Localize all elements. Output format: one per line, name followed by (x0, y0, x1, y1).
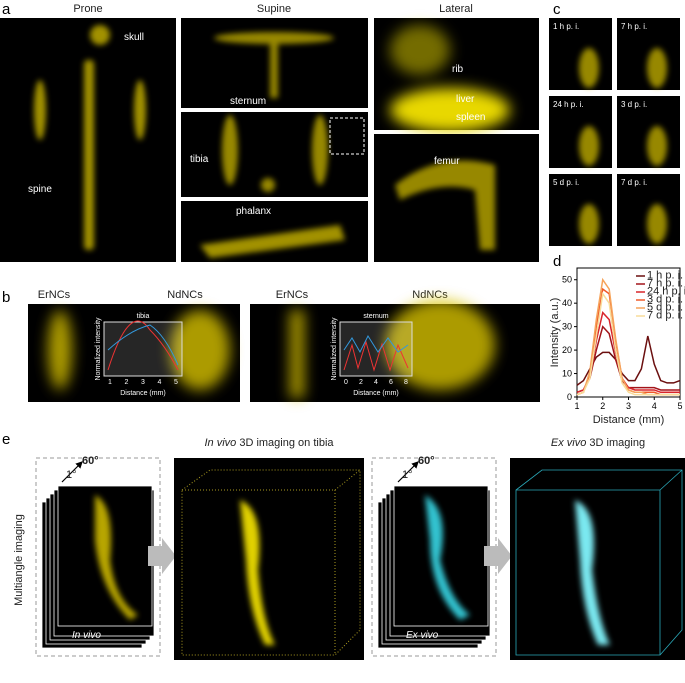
timepoint-label: 7 d p. i. (621, 178, 647, 187)
column-title: Lateral (439, 3, 473, 15)
anatomy-label: phalanx (236, 206, 271, 217)
inset-tick-label: 5 (174, 379, 178, 386)
angle-label: 1° (402, 469, 413, 481)
title-part: 3D imaging on tibia (236, 437, 334, 449)
y-tick-label: 0 (567, 392, 572, 402)
y-axis-label: Intensity (a.u.) (549, 298, 561, 368)
anatomy-label: tibia (190, 154, 209, 165)
legend-label: 7 d p. i. (647, 310, 683, 322)
x-tick-label: 5 (677, 401, 682, 411)
inset-tick-label: 1 (108, 379, 112, 386)
anatomy-label: spleen (456, 112, 485, 123)
panel-label: b (2, 289, 10, 306)
inset-tick-label: 3 (141, 379, 145, 386)
inset-tick-label: 4 (158, 379, 162, 386)
inset-x-label: Distance (mm) (353, 390, 399, 397)
stack-label: Ex vivo (406, 630, 439, 641)
anatomy-label: femur (434, 156, 460, 167)
glow (647, 126, 667, 166)
x-tick-label: 2 (600, 401, 605, 411)
y-tick-label: 50 (562, 275, 572, 285)
panel-title: In vivo 3D imaging on tibia (204, 437, 334, 449)
anatomy-label: spine (28, 184, 52, 195)
anatomy-label: sternum (230, 96, 266, 107)
title-part: In vivo (204, 437, 236, 449)
glow (579, 48, 599, 88)
line-chart: 0 10 20 30 40 50 1 2 3 4 5 Distance (mm) Intensity (… (549, 267, 685, 426)
title-part: 3D imaging (586, 437, 645, 449)
site-label: tibia (137, 313, 150, 320)
probe-label: NdNCs (167, 289, 203, 301)
timepoint-label: 5 d p. i. (553, 178, 579, 187)
anatomy-label: skull (124, 32, 144, 43)
inset-tick-label: 8 (404, 379, 408, 386)
timepoint-label: 7 h p. i. (621, 22, 647, 31)
legend-label: 5 d p. i. (647, 302, 683, 314)
inset-y-label: Normalized intensity (95, 317, 102, 381)
y-tick-label: 10 (562, 369, 572, 379)
inset-tick-label: 2 (359, 379, 363, 386)
angle-label: 1° (66, 469, 77, 481)
line (576, 291, 680, 396)
legend-label: 7 h p. i. (647, 278, 683, 290)
image-panels (0, 18, 539, 262)
timepoint-label: 24 h p. i. (553, 100, 584, 109)
panel-label: c (553, 1, 561, 18)
probe-label: ErNCs (38, 289, 71, 301)
image-panels (28, 300, 540, 402)
glow (647, 48, 667, 88)
column-title: Supine (257, 3, 291, 15)
inset-tick-label: 4 (374, 379, 378, 386)
site-label: sternum (363, 313, 388, 320)
inset-y-label: Normalized intensity (331, 317, 338, 381)
stack-panels (35, 457, 685, 660)
glow (579, 126, 599, 166)
stack-label: In vivo (72, 630, 101, 641)
timepoint-label: 3 d p. i. (621, 100, 647, 109)
inset-x-label: Distance (mm) (120, 390, 166, 397)
inset-ticks: 1 2 3 4 5 0 2 4 6 8 (108, 379, 408, 386)
probe-label: NdNCs (412, 289, 448, 301)
side-label: Multiangle imaging (13, 514, 25, 606)
legend-label: 1 h p. i. (647, 270, 683, 282)
y-tick-label: 20 (562, 345, 572, 355)
legend-label: 24 h p. i. (647, 286, 685, 298)
angle-label: 60° (82, 455, 99, 467)
panel-label: d (553, 253, 561, 270)
y-tick-label: 40 (562, 298, 572, 308)
y-tick-label: 30 (562, 322, 572, 332)
anatomy-label: liver (456, 94, 475, 105)
panel-label: e (2, 431, 10, 448)
timepoint-label: 1 h p. i. (553, 22, 579, 31)
glow (579, 204, 599, 244)
title-part: Ex vivo (551, 437, 586, 449)
timepoint-images: 1 h p. i. 7 h p. i. 24 h p. i. 3 d p. i. 5 d… (549, 18, 680, 246)
panel-title: Ex vivo 3D imaging (551, 437, 645, 449)
x-tick-label: 3 (626, 401, 631, 411)
inset-tick-label: 0 (344, 379, 348, 386)
panel-label: a (2, 1, 11, 18)
x-tick-label: 4 (652, 401, 657, 411)
x-axis-label: Distance (mm) (593, 414, 665, 426)
x-tick-label: 1 (574, 401, 579, 411)
angle-label: 60° (418, 455, 435, 467)
anatomy-label: rib (452, 64, 464, 75)
inset-tick-label: 6 (389, 379, 393, 386)
legend-label: 3 d p. i. (647, 294, 683, 306)
inset-tick-label: 2 (125, 379, 129, 386)
column-title: Prone (73, 3, 102, 15)
glow (647, 204, 667, 244)
probe-label: ErNCs (276, 289, 309, 301)
